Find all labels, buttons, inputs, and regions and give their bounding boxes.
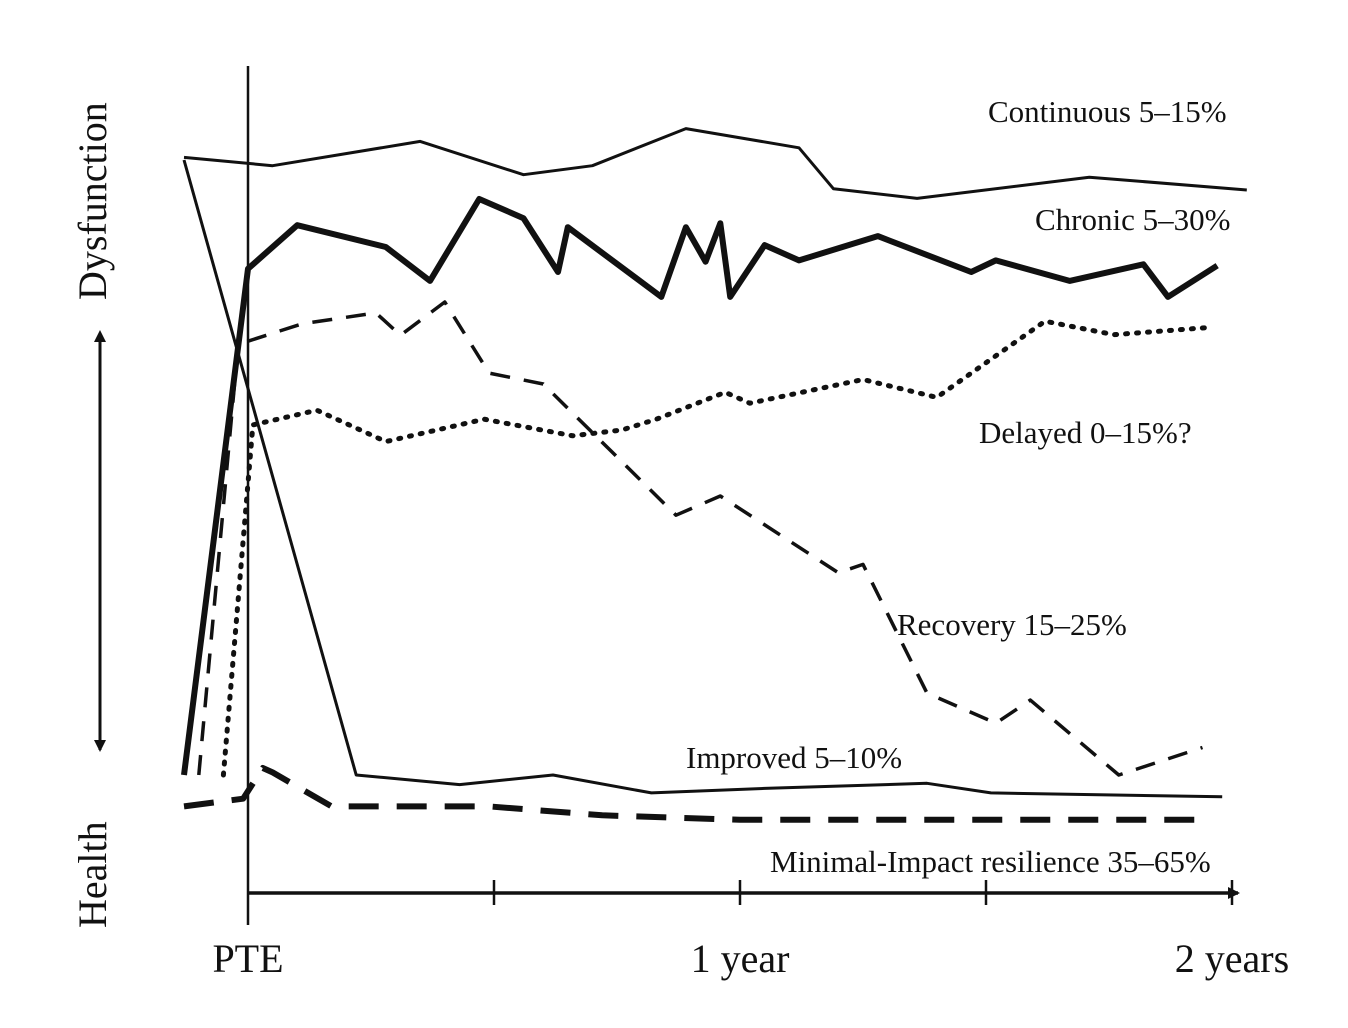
- y-label-dysfunction: Dysfunction: [70, 102, 115, 300]
- series-line-minimal-impact-resilience: [183, 765, 1198, 823]
- label-improved: Improved 5–10%: [686, 740, 902, 775]
- series-line-continuous: [183, 127, 1247, 200]
- series-line-delayed: [220, 318, 1210, 778]
- series-line-recovery: [197, 300, 1204, 777]
- series-line-improved: [182, 159, 1223, 799]
- x-tick-label: 2 years: [1175, 936, 1289, 981]
- label-chronic: Chronic 5–30%: [1035, 202, 1230, 237]
- x-tick-label: 1 year: [691, 936, 790, 981]
- label-minimal-impact: Minimal-Impact resilience 35–65%: [770, 844, 1211, 879]
- label-continuous: Continuous 5–15%: [988, 94, 1227, 129]
- label-recovery: Recovery 15–25%: [897, 607, 1127, 642]
- x-tick-label: PTE: [212, 936, 283, 981]
- series-line-chronic: [181, 196, 1219, 776]
- y-label-health: Health: [70, 821, 115, 928]
- label-delayed: Delayed 0–15%?: [979, 415, 1192, 450]
